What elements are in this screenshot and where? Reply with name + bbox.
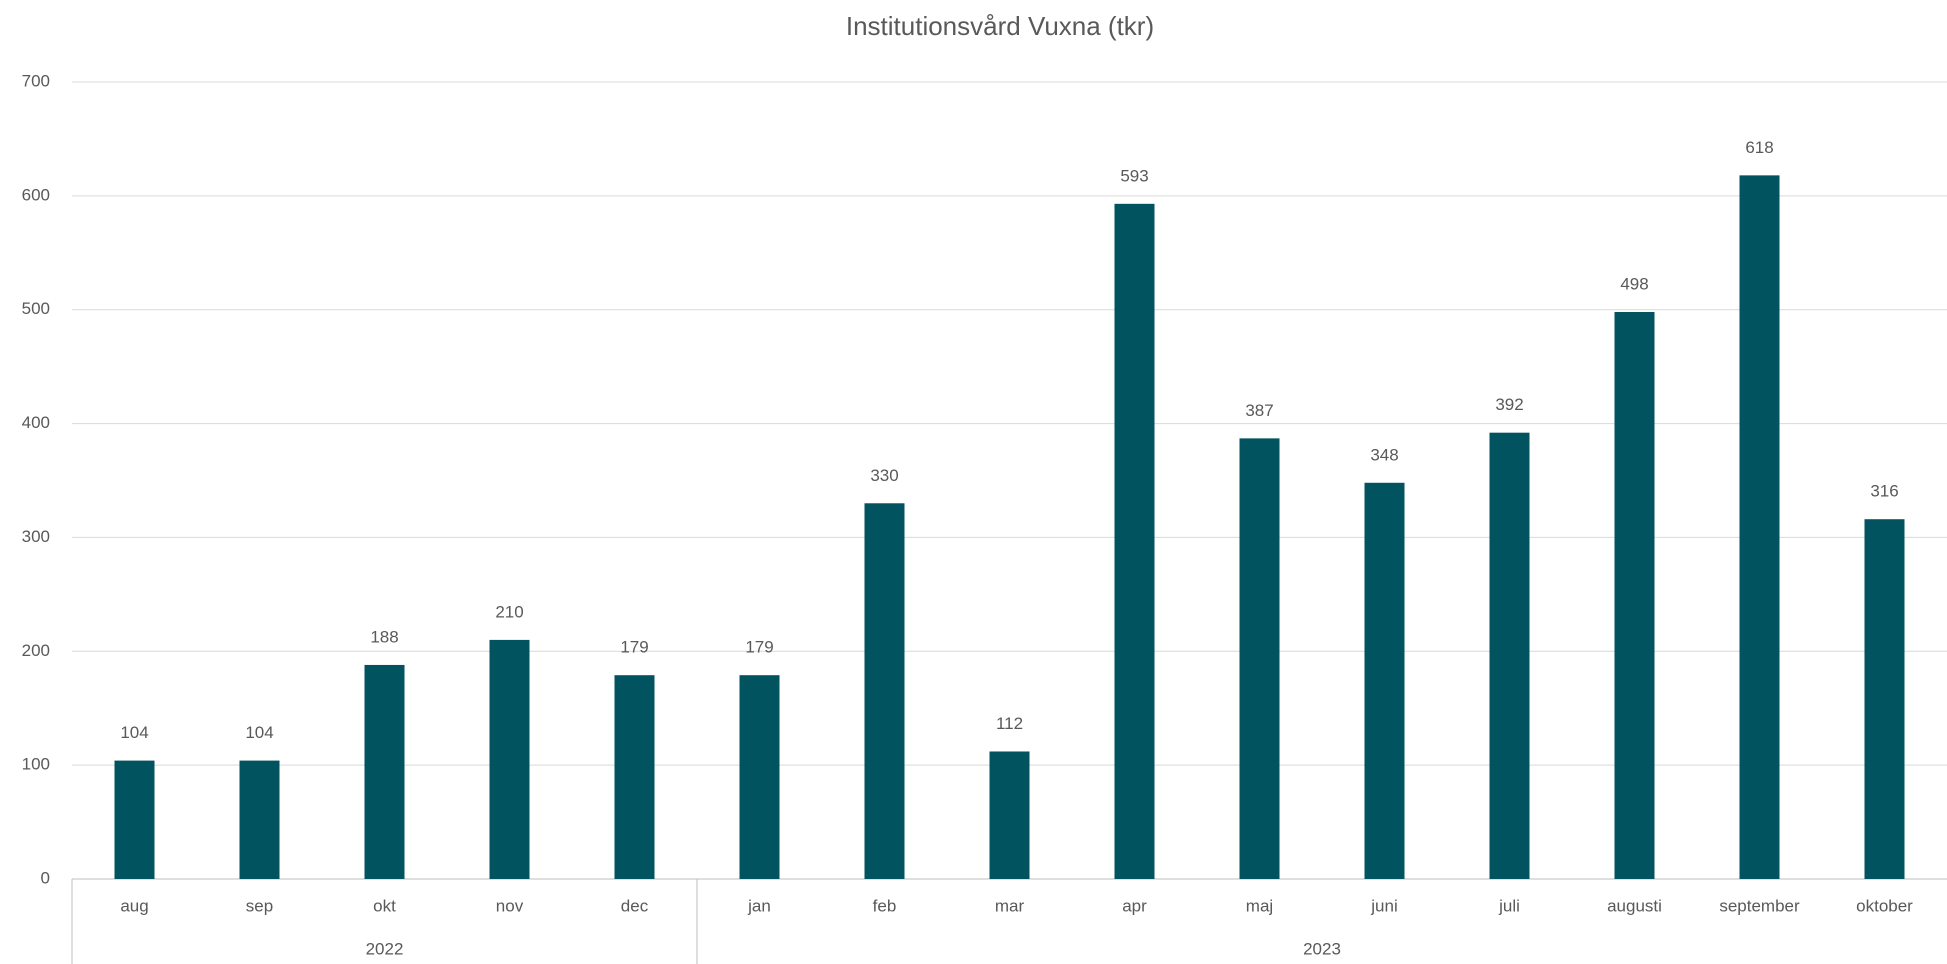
x-tick-label: nov bbox=[496, 896, 524, 915]
x-tick-label: mar bbox=[995, 896, 1025, 915]
data-label: 330 bbox=[870, 466, 898, 485]
group-label: 2023 bbox=[1303, 939, 1341, 958]
bar bbox=[1489, 432, 1530, 879]
group-label: 2022 bbox=[366, 939, 404, 958]
y-tick-label: 200 bbox=[22, 641, 50, 660]
y-tick-label: 400 bbox=[22, 413, 50, 432]
data-label: 618 bbox=[1745, 138, 1773, 157]
y-tick-label: 0 bbox=[41, 868, 50, 887]
y-tick-label: 300 bbox=[22, 527, 50, 546]
bar bbox=[114, 760, 155, 879]
bar bbox=[489, 639, 530, 879]
bar bbox=[614, 675, 655, 879]
bar bbox=[1614, 311, 1655, 879]
data-label: 498 bbox=[1620, 274, 1648, 293]
x-tick-label: oktober bbox=[1856, 896, 1913, 915]
x-tick-label: juni bbox=[1370, 896, 1397, 915]
data-label: 593 bbox=[1120, 166, 1148, 185]
bar bbox=[364, 664, 405, 879]
x-tick-label: apr bbox=[1122, 896, 1147, 915]
bar bbox=[1114, 203, 1155, 879]
data-label: 112 bbox=[996, 714, 1023, 733]
data-label: 210 bbox=[495, 602, 523, 621]
x-tick-label: juli bbox=[1498, 896, 1520, 915]
bar bbox=[1864, 519, 1905, 879]
x-tick-label: september bbox=[1719, 896, 1800, 915]
data-label: 348 bbox=[1370, 445, 1398, 464]
data-label: 179 bbox=[620, 638, 648, 657]
data-label: 104 bbox=[245, 723, 273, 742]
bar bbox=[1739, 175, 1780, 879]
x-tick-label: sep bbox=[246, 896, 273, 915]
data-label: 179 bbox=[745, 638, 773, 657]
data-label: 392 bbox=[1495, 395, 1523, 414]
x-tick-label: jan bbox=[747, 896, 771, 915]
y-tick-label: 700 bbox=[22, 71, 50, 90]
x-tick-label: maj bbox=[1246, 896, 1273, 915]
x-tick-label: aug bbox=[120, 896, 148, 915]
bar bbox=[864, 503, 905, 879]
x-tick-label: feb bbox=[873, 896, 897, 915]
x-tick-label: dec bbox=[621, 896, 649, 915]
chart-title: Institutionsvård Vuxna (tkr) bbox=[846, 11, 1154, 41]
x-tick-label: augusti bbox=[1607, 896, 1662, 915]
bar bbox=[989, 751, 1030, 879]
y-tick-label: 100 bbox=[22, 755, 50, 774]
y-tick-label: 600 bbox=[22, 185, 50, 204]
bar bbox=[739, 675, 780, 879]
data-label: 104 bbox=[120, 723, 148, 742]
y-tick-label: 500 bbox=[22, 299, 50, 318]
data-label: 188 bbox=[370, 627, 398, 646]
bar bbox=[239, 760, 280, 879]
bar bbox=[1364, 482, 1405, 879]
bar bbox=[1239, 438, 1280, 879]
data-label: 387 bbox=[1245, 401, 1273, 420]
x-tick-label: okt bbox=[373, 896, 396, 915]
data-label: 316 bbox=[1870, 482, 1898, 501]
